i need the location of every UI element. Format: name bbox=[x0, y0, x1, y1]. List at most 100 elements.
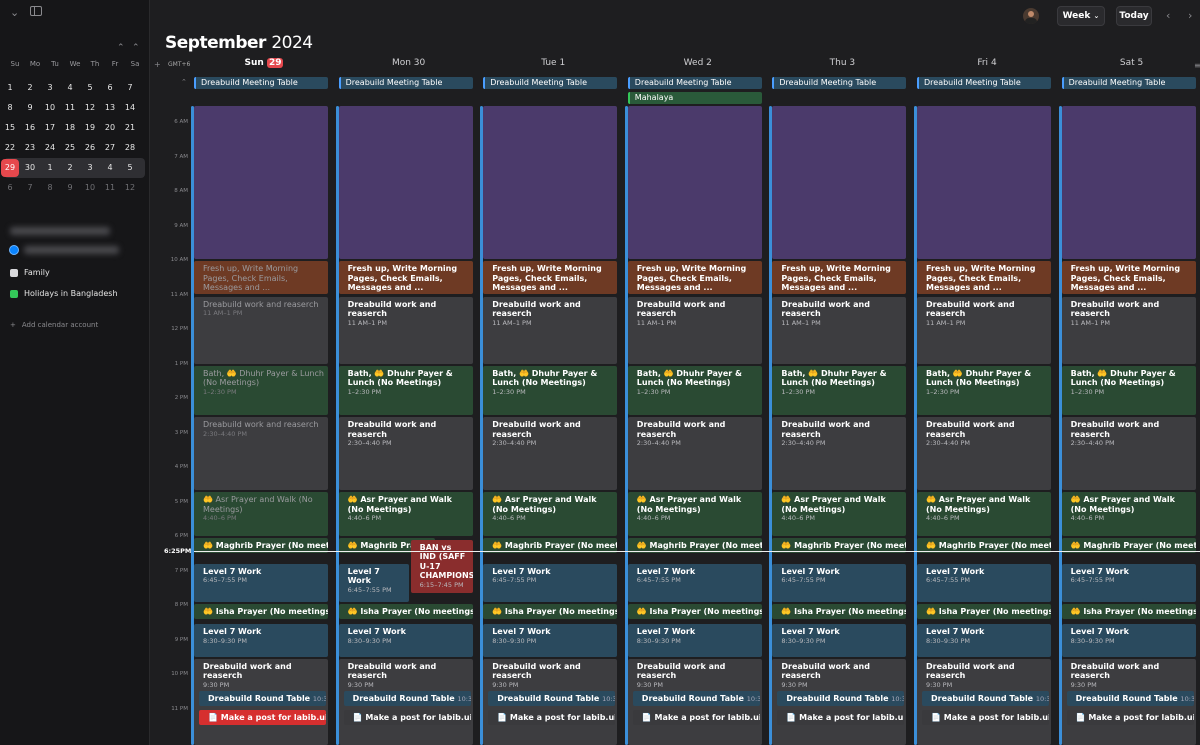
asr-event[interactable]: 🤲 Asr Prayer and Walk (No Meetings) 4:40–… bbox=[917, 492, 1051, 536]
freshup-event[interactable]: Fresh up, Write Morning Pages, Check Ema… bbox=[627, 261, 762, 294]
level7-event[interactable]: Level 7 Work 6:45–7:55 PM bbox=[1061, 563, 1196, 603]
mini-calendar-day[interactable]: 5 bbox=[127, 163, 133, 172]
level7-event[interactable]: Level 7 Work 6:45–7:55 PM bbox=[194, 563, 328, 603]
make-post-event[interactable]: 📄 Make a post for labib.uiux (N bbox=[343, 709, 471, 725]
mini-calendar-day[interactable]: 12 bbox=[124, 183, 136, 192]
isha-event[interactable]: 🤲 Isha Prayer (No meetings) 7:5... bbox=[627, 604, 762, 620]
dhuhr-event[interactable]: Bath, 🤲 Dhuhr Payer & Lunch (No Meetings… bbox=[483, 365, 618, 416]
avatar[interactable] bbox=[1023, 8, 1039, 24]
mini-calendar-day[interactable]: 22 bbox=[4, 143, 16, 152]
work-research-2-event[interactable]: Dreabuild work and reaserch 2:30–4:40 PM bbox=[483, 417, 618, 491]
dhuhr-event[interactable]: Bath, 🤲 Dhuhr Payer & Lunch (No Meetings… bbox=[772, 365, 907, 416]
work-research-event[interactable]: Dreabuild work and reaserch 11 AM–1 PM bbox=[483, 296, 618, 364]
calendar-item-holidays[interactable]: Holidays in Bangladesh bbox=[10, 289, 118, 298]
isha-event[interactable]: 🤲 Isha Prayer (No meetings) 7:5... bbox=[1061, 604, 1196, 620]
morning-block-event[interactable] bbox=[483, 106, 618, 259]
mini-calendar-day[interactable]: 10 bbox=[84, 183, 96, 192]
round-table-event[interactable]: Dreabuild Round Table 10:30 PM bbox=[922, 691, 1049, 707]
prev-week-icon[interactable]: ‹ bbox=[1166, 9, 1171, 22]
isha-event[interactable]: 🤲 Isha Prayer (No meetings) 7:5... bbox=[917, 604, 1051, 620]
dhuhr-event[interactable]: Bath, 🤲 Dhuhr Payer & Lunch (No Meetings… bbox=[194, 365, 328, 416]
mini-calendar-day[interactable]: 9 bbox=[67, 183, 73, 192]
work-research-event[interactable]: Dreabuild work and reaserch 11 AM–1 PM bbox=[627, 296, 762, 364]
maghrib-event[interactable]: 🤲 Maghrib Prayer (No meetings) bbox=[483, 538, 618, 553]
work-research-2-event[interactable]: Dreabuild work and reaserch 2:30–4:40 PM bbox=[772, 417, 907, 491]
round-table-event[interactable]: Dreabuild Round Table 10:30 PM bbox=[343, 691, 471, 707]
level7-2-event[interactable]: Level 7 Work 8:30–9:30 PM bbox=[338, 624, 473, 657]
morning-block-event[interactable] bbox=[627, 106, 762, 259]
mini-calendar-day[interactable]: 19 bbox=[84, 123, 96, 132]
level7-event[interactable]: Level 7 Work 6:45–7:55 PM bbox=[772, 563, 907, 603]
isha-event[interactable]: 🤲 Isha Prayer (No meetings) 7:5... bbox=[483, 604, 618, 620]
level7-2-event[interactable]: Level 7 Work 8:30–9:30 PM bbox=[917, 624, 1051, 657]
asr-event[interactable]: 🤲 Asr Prayer and Walk (No Meetings) 4:40–… bbox=[483, 492, 618, 536]
allday-event[interactable]: Dreabuild Meeting Table bbox=[194, 77, 328, 89]
level7-event[interactable]: Level 7 Work 6:45–7:55 PM bbox=[483, 563, 618, 603]
work-research-2-event[interactable]: Dreabuild work and reaserch 2:30–4:40 PM bbox=[917, 417, 1051, 491]
plus-icon[interactable]: + bbox=[154, 60, 161, 69]
mini-calendar-day[interactable]: 2 bbox=[67, 163, 73, 172]
work-research-2-event[interactable]: Dreabuild work and reaserch 2:30–4:40 PM bbox=[194, 417, 328, 491]
freshup-event[interactable]: Fresh up, Write Morning Pages, Check Ema… bbox=[917, 261, 1051, 294]
mini-calendar-day[interactable]: 13 bbox=[104, 103, 116, 112]
chevron-down-icon[interactable]: ⌄ bbox=[10, 6, 20, 19]
work-research-event[interactable]: Dreabuild work and reaserch 11 AM–1 PM bbox=[1061, 296, 1196, 364]
day-header-fri[interactable]: Fri 4 bbox=[915, 58, 1059, 68]
mini-calendar-day[interactable]: 8 bbox=[47, 183, 53, 192]
round-table-event[interactable]: Dreabuild Round Table 10:30 PM bbox=[632, 691, 760, 707]
maghrib-event[interactable]: 🤲 Maghrib Prayer (No meetings) bbox=[772, 538, 907, 553]
mini-calendar-day[interactable]: 11 bbox=[104, 183, 116, 192]
isha-event[interactable]: 🤲 Isha Prayer (No meetings) 7:5... bbox=[194, 604, 328, 620]
day-header-mon[interactable]: Mon 30 bbox=[337, 58, 481, 68]
view-select[interactable]: Week ⌄ bbox=[1057, 6, 1105, 26]
mini-calendar-day[interactable]: 16 bbox=[24, 123, 36, 132]
mini-calendar-day[interactable]: 7 bbox=[127, 83, 133, 92]
next-month-icon[interactable]: ⌃ bbox=[132, 43, 140, 53]
level7-2-event[interactable]: Level 7 Work 8:30–9:30 PM bbox=[483, 624, 618, 657]
round-table-event[interactable]: Dreabuild Round Table 10:30 PM bbox=[488, 691, 616, 707]
mini-calendar-day[interactable]: 5 bbox=[87, 83, 93, 92]
asr-event[interactable]: 🤲 Asr Prayer and Walk (No Meetings) 4:40–… bbox=[194, 492, 328, 536]
round-table-event[interactable]: Dreabuild Round Table 10:30 PM bbox=[777, 691, 905, 707]
mini-calendar-day[interactable]: 3 bbox=[87, 163, 93, 172]
mini-calendar-day[interactable]: 27 bbox=[104, 143, 116, 152]
mini-calendar-day[interactable]: 11 bbox=[64, 103, 76, 112]
dhuhr-event[interactable]: Bath, 🤲 Dhuhr Payer & Lunch (No Meetings… bbox=[1061, 365, 1196, 416]
work-research-2-event[interactable]: Dreabuild work and reaserch 2:30–4:40 PM bbox=[1061, 417, 1196, 491]
allday-event[interactable]: Dreabuild Meeting Table bbox=[627, 77, 762, 89]
day-header-sun[interactable]: Sun 29 bbox=[192, 58, 336, 68]
morning-block-event[interactable] bbox=[1061, 106, 1196, 259]
make-post-event[interactable]: 📄 Make a post for labib.uiux (N bbox=[632, 709, 760, 725]
asr-event[interactable]: 🤲 Asr Prayer and Walk (No Meetings) 4:40–… bbox=[627, 492, 762, 536]
work-research-event[interactable]: Dreabuild work and reaserch 11 AM–1 PM bbox=[338, 296, 473, 364]
allday-event-holiday[interactable]: Mahalaya bbox=[627, 92, 762, 104]
level7-2-event[interactable]: Level 7 Work 8:30–9:30 PM bbox=[627, 624, 762, 657]
freshup-event[interactable]: Fresh up, Write Morning Pages, Check Ema… bbox=[772, 261, 907, 294]
allday-event[interactable]: Dreabuild Meeting Table bbox=[772, 77, 907, 89]
collapse-icon[interactable]: ⌃ bbox=[181, 78, 187, 86]
level7-event[interactable]: Level 7 Work 6:45–7:55 PM bbox=[338, 563, 409, 603]
day-header-tue[interactable]: Tue 1 bbox=[481, 58, 625, 68]
freshup-event[interactable]: Fresh up, Write Morning Pages, Check Ema… bbox=[483, 261, 618, 294]
maghrib-event[interactable]: 🤲 Maghrib Prayer (No meetings) bbox=[627, 538, 762, 553]
round-table-event[interactable]: Dreabuild Round Table 10:30 PM bbox=[199, 691, 326, 707]
mini-calendar-day[interactable]: 14 bbox=[124, 103, 136, 112]
menu-icon[interactable]: ≡ bbox=[1194, 61, 1200, 70]
dhuhr-event[interactable]: Bath, 🤲 Dhuhr Payer & Lunch (No Meetings… bbox=[627, 365, 762, 416]
work-research-event[interactable]: Dreabuild work and reaserch 11 AM–1 PM bbox=[917, 296, 1051, 364]
day-header-sat[interactable]: Sat 5 bbox=[1060, 58, 1200, 68]
calendar-item-personal[interactable] bbox=[10, 246, 119, 254]
work-research-event[interactable]: Dreabuild work and reaserch 11 AM–1 PM bbox=[194, 296, 328, 364]
today-button[interactable]: Today bbox=[1116, 6, 1152, 26]
isha-event[interactable]: 🤲 Isha Prayer (No meetings) 7:5... bbox=[772, 604, 907, 620]
sidebar-toggle-icon[interactable] bbox=[30, 6, 42, 16]
level7-2-event[interactable]: Level 7 Work 8:30–9:30 PM bbox=[772, 624, 907, 657]
mini-calendar-day[interactable]: 30 bbox=[24, 163, 36, 172]
level7-event[interactable]: Level 7 Work 6:45–7:55 PM bbox=[627, 563, 762, 603]
work-research-2-event[interactable]: Dreabuild work and reaserch 2:30–4:40 PM bbox=[338, 417, 473, 491]
allday-event[interactable]: Dreabuild Meeting Table bbox=[917, 77, 1051, 89]
mini-calendar-day[interactable]: 1 bbox=[47, 163, 53, 172]
maghrib-event[interactable]: 🤲 Maghrib Prayer (No meetings) bbox=[194, 538, 328, 553]
maghrib-event[interactable]: 🤲 Maghrib Prayer (No meetings) bbox=[917, 538, 1051, 553]
morning-block-event[interactable] bbox=[917, 106, 1051, 259]
